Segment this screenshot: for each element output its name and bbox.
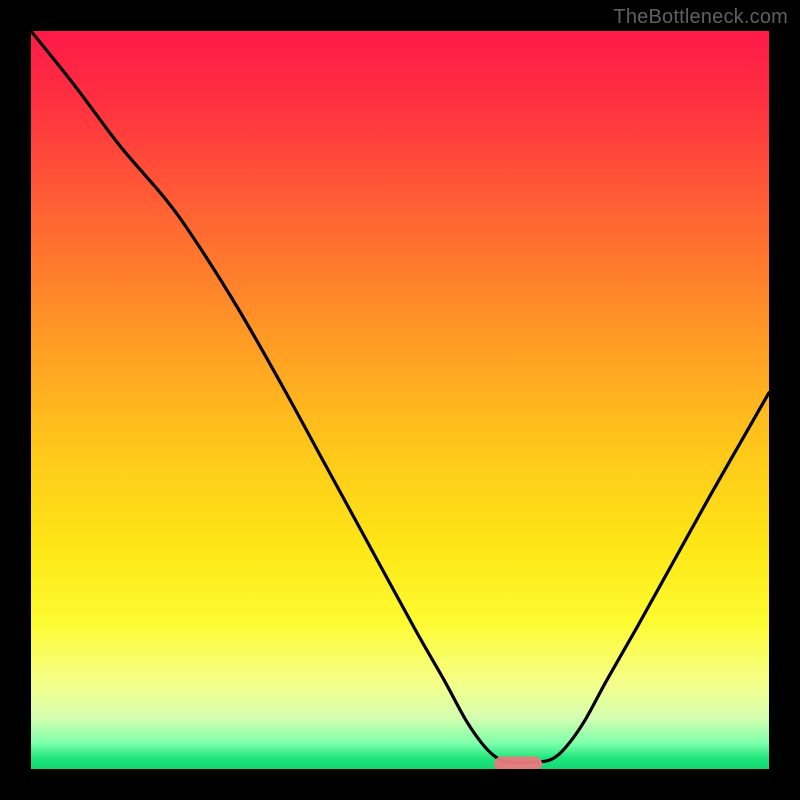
gradient-background: [31, 31, 769, 769]
optimal-marker: [494, 756, 542, 769]
watermark-text: TheBottleneck.com: [613, 6, 788, 29]
chart-svg: [31, 31, 769, 769]
bottleneck-chart: [31, 31, 769, 769]
